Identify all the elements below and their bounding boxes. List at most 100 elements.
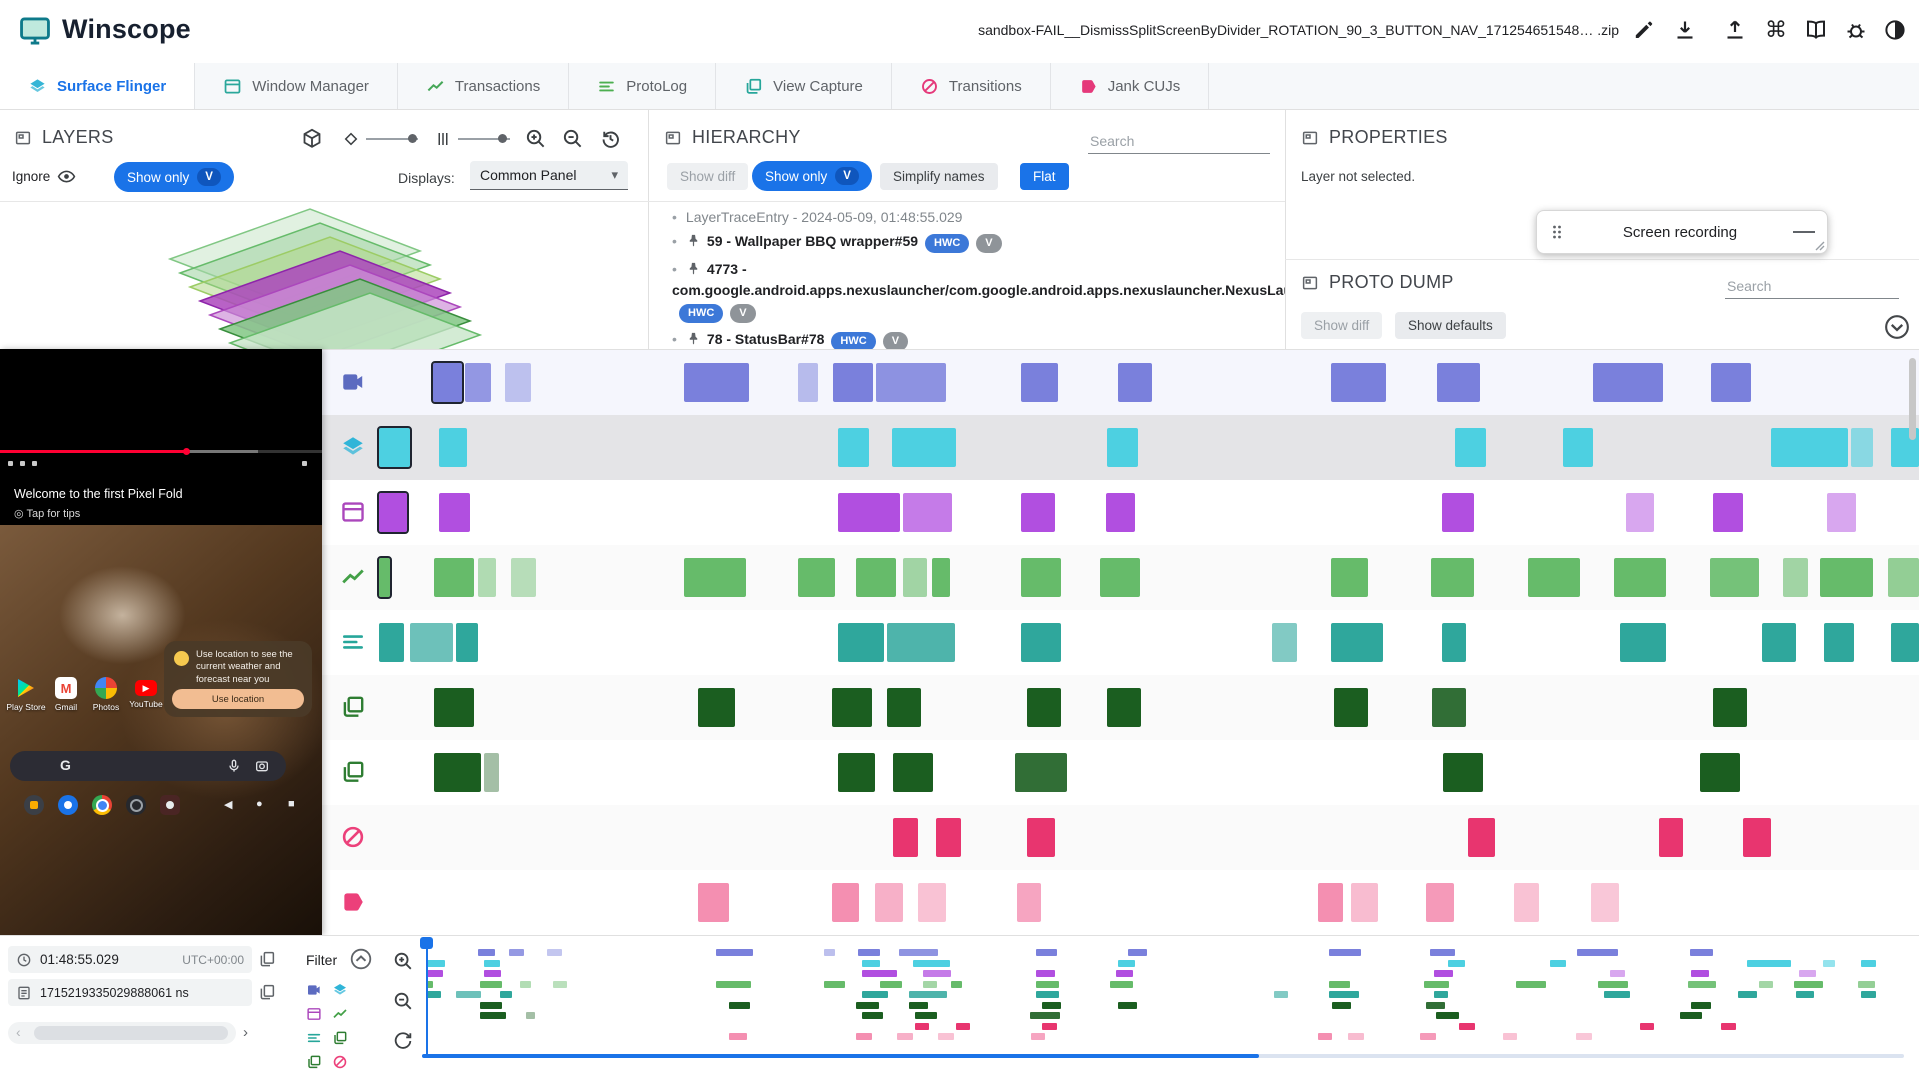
- tab-transactions[interactable]: Transactions: [398, 63, 570, 109]
- filter-view-capture-2-icon[interactable]: [301, 1050, 327, 1074]
- transactions-entry[interactable]: [1888, 558, 1919, 597]
- transactions-entry[interactable]: [1430, 558, 1474, 597]
- screen-recording-entry[interactable]: [876, 363, 946, 402]
- surface-flinger-icon[interactable]: [340, 434, 366, 460]
- screen-recording-entry[interactable]: [1330, 363, 1387, 402]
- view-capture-icon[interactable]: [340, 694, 366, 720]
- jank-cujs-entry[interactable]: [1513, 883, 1539, 922]
- tab-surface-flinger[interactable]: Surface Flinger: [0, 63, 196, 109]
- dark-mode-icon[interactable]: [1883, 18, 1907, 42]
- transactions-entry[interactable]: [1614, 558, 1667, 597]
- zoom-range-bar[interactable]: [422, 1054, 1904, 1058]
- reset-view-icon[interactable]: [599, 127, 622, 150]
- hierarchy-root-node[interactable]: • LayerTraceEntry - 2024-05-09, 01:48:55.…: [648, 205, 1285, 228]
- protolog-entry[interactable]: [1272, 623, 1297, 662]
- transactions-entry[interactable]: [434, 558, 475, 597]
- tab-window-manager[interactable]: Window Manager: [195, 63, 398, 109]
- proto-dump-search-input[interactable]: [1725, 274, 1899, 299]
- transactions-entry[interactable]: [1783, 558, 1809, 597]
- tab-protolog[interactable]: ProtoLog: [569, 63, 717, 109]
- surface-flinger-entry[interactable]: [377, 426, 412, 469]
- surface-flinger-entry[interactable]: [837, 428, 869, 467]
- filter-surface-flinger-icon[interactable]: [327, 978, 353, 1002]
- simplify-names-button[interactable]: Simplify names: [880, 163, 998, 190]
- transitions-entry[interactable]: [936, 818, 962, 857]
- protolog-icon[interactable]: [340, 629, 366, 655]
- rotation-slider[interactable]: [366, 138, 418, 140]
- protolog-entry[interactable]: [1761, 623, 1796, 662]
- protolog-entry[interactable]: [1330, 623, 1384, 662]
- protolog-entry[interactable]: [837, 623, 885, 662]
- surface-flinger-entry[interactable]: [1771, 428, 1849, 467]
- window-manager-entry[interactable]: [1712, 493, 1744, 532]
- view-capture-2-entry[interactable]: [434, 753, 481, 792]
- transactions-entry[interactable]: [856, 558, 897, 597]
- transactions-entry[interactable]: [511, 558, 537, 597]
- view-capture-entry[interactable]: [887, 688, 922, 727]
- screen-recording-entry[interactable]: [505, 363, 532, 402]
- transitions-entry[interactable]: [1027, 818, 1056, 857]
- window-manager-entry[interactable]: [1105, 493, 1136, 532]
- edit-filename-icon[interactable]: [1632, 18, 1656, 42]
- window-manager-entry[interactable]: [1021, 493, 1056, 532]
- transactions-entry[interactable]: [1330, 558, 1368, 597]
- filter-collapse-icon[interactable]: [349, 947, 373, 971]
- hierarchy-search-input[interactable]: [1088, 129, 1270, 154]
- surface-flinger-entry[interactable]: [1107, 428, 1139, 467]
- transactions-entry[interactable]: [902, 558, 928, 597]
- mini-zoom-in-icon[interactable]: [392, 950, 414, 972]
- tab-transitions[interactable]: Transitions: [892, 63, 1051, 109]
- transactions-entry[interactable]: [797, 558, 835, 597]
- scrollbar-thumb[interactable]: [34, 1026, 228, 1040]
- playhead-handle[interactable]: [420, 937, 433, 949]
- show-defaults-button[interactable]: Show defaults: [1395, 312, 1506, 339]
- screen-recording-entry[interactable]: [1118, 363, 1153, 402]
- screen-recording-overlay[interactable]: Welcome to the first Pixel Fold ◎ Tap fo…: [0, 349, 322, 935]
- collapse-timeline-button[interactable]: [1883, 313, 1911, 341]
- transactions-entry[interactable]: [1099, 558, 1140, 597]
- surface-flinger-entry[interactable]: [1455, 428, 1487, 467]
- mini-zoom-reset-icon[interactable]: [392, 1030, 414, 1052]
- view-capture-entry[interactable]: [434, 688, 475, 727]
- pin-icon[interactable]: [686, 233, 701, 248]
- drag-handle-icon[interactable]: [1547, 222, 1567, 242]
- flat-button[interactable]: Flat: [1020, 163, 1069, 190]
- transactions-entry[interactable]: [377, 556, 392, 599]
- spacing-slider-thumb[interactable]: [498, 134, 507, 143]
- screen-recording-entry[interactable]: [833, 363, 874, 402]
- view-capture-2-entry[interactable]: [893, 753, 934, 792]
- view-capture-entry[interactable]: [1712, 688, 1747, 727]
- view-capture-entry[interactable]: [1333, 688, 1368, 727]
- jank-cujs-entry[interactable]: [1350, 883, 1379, 922]
- zoom-out-icon[interactable]: [561, 127, 584, 150]
- report-bug-icon[interactable]: [1844, 18, 1868, 42]
- screen-recording-entry[interactable]: [1592, 363, 1664, 402]
- 3d-view-icon[interactable]: [300, 127, 324, 151]
- jank-cujs-entry[interactable]: [697, 883, 729, 922]
- shortcuts-icon[interactable]: ⌘: [1764, 18, 1788, 42]
- download-icon[interactable]: [1673, 18, 1697, 42]
- transitions-entry[interactable]: [1658, 818, 1684, 857]
- protolog-entry[interactable]: [887, 623, 955, 662]
- screen-recording-entry[interactable]: [683, 363, 749, 402]
- transactions-icon[interactable]: [340, 564, 366, 590]
- tab-view-capture[interactable]: View Capture: [716, 63, 892, 109]
- screen-recording-entry[interactable]: [797, 363, 818, 402]
- timeline-scrollbar[interactable]: [1909, 358, 1916, 440]
- upload-icon[interactable]: [1723, 18, 1747, 42]
- jank-cujs-entry[interactable]: [831, 883, 860, 922]
- view-capture-2-icon[interactable]: [340, 759, 366, 785]
- transactions-entry[interactable]: [1709, 558, 1759, 597]
- hierarchy-show-only-button[interactable]: Show only V: [752, 161, 872, 191]
- rotation-slider-thumb[interactable]: [408, 134, 417, 143]
- protolog-entry[interactable]: [1823, 623, 1855, 662]
- view-capture-entry[interactable]: [1432, 688, 1467, 727]
- window-manager-entry[interactable]: [377, 491, 409, 534]
- surface-flinger-entry[interactable]: [891, 428, 957, 467]
- protolog-entry[interactable]: [456, 623, 478, 662]
- tab-jank-cujs[interactable]: Jank CUJs: [1051, 63, 1210, 109]
- transactions-entry[interactable]: [477, 558, 497, 597]
- transitions-entry[interactable]: [1467, 818, 1496, 857]
- view-capture-2-entry[interactable]: [483, 753, 500, 792]
- filter-view-capture-icon[interactable]: [327, 1026, 353, 1050]
